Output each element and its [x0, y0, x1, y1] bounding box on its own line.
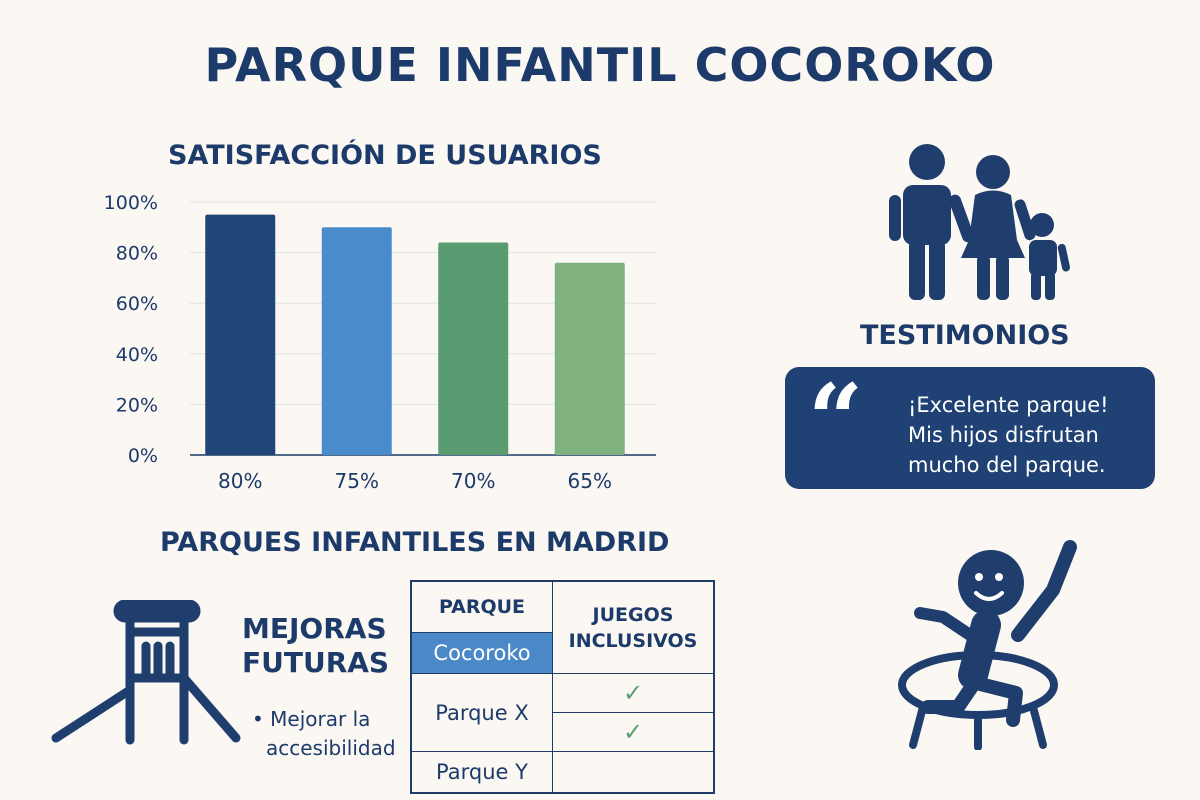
y-tick-label: 40% — [116, 344, 158, 366]
family-icon — [889, 144, 1070, 300]
quote-icon: “ — [808, 363, 864, 476]
inclusive-cell: ✓ — [552, 673, 715, 713]
testimonial-text: ¡Excelente parque! Mis hijos disfrutan m… — [908, 390, 1148, 480]
check-icon: ✓ — [622, 718, 644, 746]
bar — [438, 242, 509, 455]
table-row: Parque Y — [410, 751, 715, 794]
testimonial-line: Mis hijos disfrutan — [908, 423, 1099, 447]
y-tick-label: 20% — [116, 394, 158, 416]
improvement-text: Mejorar la — [270, 707, 371, 731]
inclusive-cell: ✓ — [552, 712, 715, 752]
satisfaction-chart: 100% 80% 60% 40% 20% 0% 80% 75% 70% 65% — [104, 192, 656, 493]
bar — [205, 214, 276, 455]
inclusive-cell — [552, 751, 715, 794]
y-tick-label: 80% — [116, 243, 158, 265]
column-header-inclusive-games: JUEGOS INCLUSIVOS — [552, 580, 715, 674]
playground-slide-icon — [51, 600, 241, 745]
chart-title: SATISFACCIÓN DE USUARIOS — [168, 140, 602, 171]
table-header-row: PARQUE JUEGOS INCLUSIVOS — [410, 580, 715, 674]
y-tick-label: 0% — [128, 445, 158, 467]
bar — [321, 227, 392, 455]
table-row: Parque X ✓ — [410, 673, 715, 752]
madrid-parks-title: PARQUES INFANTILES EN MADRID — [160, 527, 670, 558]
improvement-item-line: • Mejorar la — [252, 705, 396, 734]
x-tick-label: 65% — [568, 469, 612, 493]
bar — [554, 262, 625, 455]
park-name-cell: Parque X — [410, 673, 553, 752]
future-improvements-title-line: FUTURAS — [242, 646, 390, 679]
table-row: ✓ — [411, 712, 715, 752]
y-tick-label: 100% — [104, 192, 158, 214]
testimonial-line: mucho del parque. — [908, 453, 1106, 477]
future-improvements-title-line: MEJORAS — [242, 612, 387, 645]
child-trampoline-icon — [898, 540, 1077, 750]
testimonial-line: ¡Excelente parque! — [908, 393, 1109, 417]
main-title: PARQUE INFANTIL COCOROKO — [204, 38, 996, 92]
testimonial-card — [785, 367, 1155, 489]
improvement-item: • Mejorar la accesibilidad — [252, 705, 396, 763]
x-tick-label: 80% — [218, 469, 262, 493]
park-name-cell: Cocoroko — [410, 632, 553, 674]
bullet: • — [252, 707, 264, 731]
header-line: JUEGOS — [592, 603, 674, 626]
improvement-text: accesibilidad — [266, 736, 396, 760]
parks-table: PARQUE JUEGOS INCLUSIVOS Cocoroko Parque… — [410, 580, 715, 794]
check-icon: ✓ — [622, 679, 644, 707]
x-tick-label: 75% — [335, 469, 379, 493]
header-line: INCLUSIVOS — [568, 629, 698, 652]
table-row: Cocoroko — [410, 632, 714, 674]
future-improvements-title: MEJORAS FUTURAS — [242, 612, 389, 680]
column-header-park: PARQUE — [410, 580, 553, 633]
y-tick-label: 60% — [116, 293, 158, 315]
testimonials-title: TESTIMONIOS — [860, 320, 1070, 351]
park-name-cell: Parque Y — [410, 751, 553, 794]
x-tick-label: 70% — [451, 469, 495, 493]
